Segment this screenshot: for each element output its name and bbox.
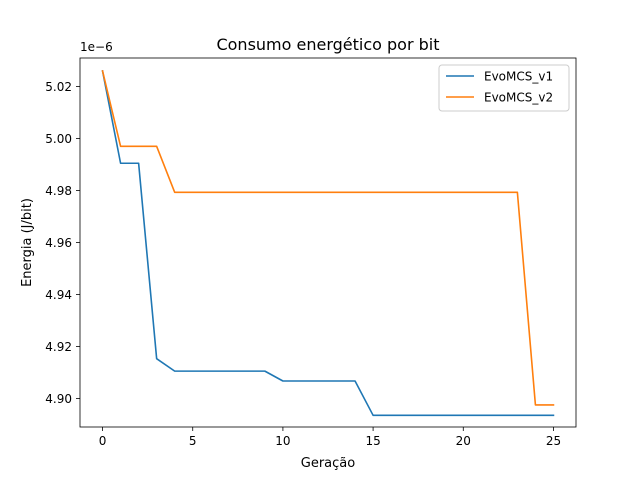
y-tick-label: 4.92 [45, 340, 72, 354]
x-tick-label: 0 [99, 434, 107, 448]
y-tick-label: 4.94 [45, 288, 72, 302]
chart-title: Consumo energético por bit [216, 35, 439, 54]
y-axis-label: Energia (J/bit) [20, 198, 35, 287]
series-line-2 [101, 70, 555, 406]
y-tick-label: 4.98 [45, 184, 72, 198]
x-tick-label: 10 [275, 434, 290, 448]
plot-area [101, 70, 555, 417]
y-tick-label: 5.02 [45, 80, 72, 94]
y-tick-label: 4.90 [45, 392, 72, 406]
x-axis-label: Geração [301, 456, 355, 471]
series-line-1 [101, 70, 555, 417]
x-tick-label: 5 [189, 434, 197, 448]
x-tick-label: 20 [456, 434, 471, 448]
x-tick-label: 25 [546, 434, 561, 448]
x-axis: 0 5 10 15 20 25 [99, 427, 561, 448]
legend: EvoMCS_v1 EvoMCS_v2 [438, 64, 570, 112]
x-tick-label: 15 [365, 434, 380, 448]
legend-label-2: EvoMCS_v2 [484, 91, 553, 105]
y-axis: 4.90 4.92 4.94 4.96 4.98 5.00 5.02 [45, 80, 80, 406]
y-offset-label: 1e−6 [80, 40, 113, 54]
y-tick-label: 4.96 [45, 236, 72, 250]
legend-label-1: EvoMCS_v1 [484, 70, 553, 84]
y-tick-label: 5.00 [45, 132, 72, 146]
